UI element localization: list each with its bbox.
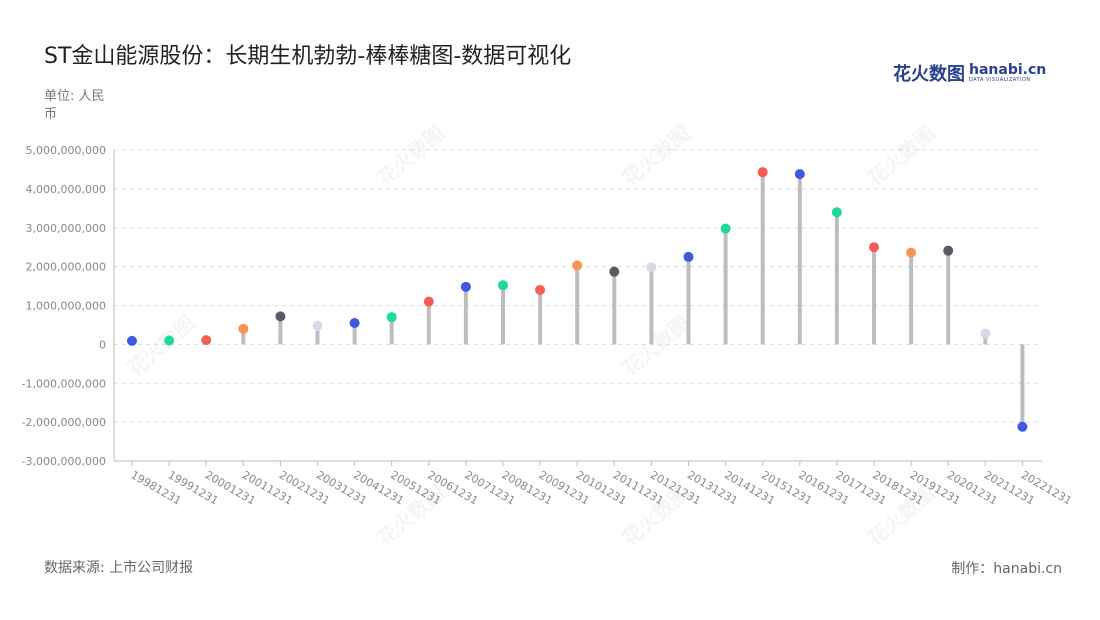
lollipop-point <box>646 262 657 273</box>
logo-en-text: hanabi.cn <box>969 62 1047 78</box>
lollipop-point <box>683 251 694 262</box>
lollipop-point <box>943 245 954 256</box>
logo-en-block: hanabi.cn DATA VISUALIZATION <box>969 63 1046 83</box>
logo-en-subtext: DATA VISUALIZATION <box>969 77 1031 83</box>
y-tick-label: 1,000,000,000 <box>26 300 106 313</box>
lollipop-point <box>720 223 731 234</box>
lollipop-point <box>275 311 286 322</box>
lollipop-point <box>869 242 879 253</box>
brand-logo: 花火数图 hanabi.cn DATA VISUALIZATION <box>893 60 1046 86</box>
credit-text: 制作：hanabi.cn <box>951 561 1062 577</box>
lollipop-point <box>386 312 397 323</box>
lollipop-point <box>906 247 917 258</box>
y-tick-label: 0 <box>99 338 106 351</box>
lollipop-point <box>164 335 175 346</box>
logo-cn-text: 花火数图 <box>893 64 965 85</box>
y-tick-label: 2,000,000,000 <box>26 261 106 274</box>
lollipop-point <box>423 296 434 307</box>
lollipop-point <box>127 335 137 346</box>
chart-title: ST金山能源股份：长期生机勃勃-棒棒糖图-数据可视化 <box>44 44 572 69</box>
lollipop-point <box>535 284 546 295</box>
data-source: 数据来源: 上市公司财报 <box>44 560 194 576</box>
y-tick-label: 3,000,000,000 <box>26 222 106 235</box>
lollipop-point <box>238 323 249 334</box>
lollipop-point <box>349 317 360 328</box>
lollipop-point <box>1017 421 1028 432</box>
lollipop-point <box>831 207 842 218</box>
y-tick-label: 5,000,000,000 <box>26 144 106 157</box>
lollipop-point <box>757 167 768 178</box>
lollipop-point <box>460 281 471 292</box>
lollipop-point <box>609 266 620 277</box>
lollipop-point <box>572 260 583 271</box>
y-tick-label: -2,000,000,000 <box>22 416 106 429</box>
lollipop-point <box>312 320 323 331</box>
lollipop-point <box>980 328 991 339</box>
unit-label: 单位: 人民币 <box>44 89 105 122</box>
y-tick-label: -1,000,000,000 <box>22 377 106 390</box>
lollipop-point <box>794 169 805 180</box>
y-tick-label: 4,000,000,000 <box>26 183 106 196</box>
y-tick-label: -3,000,000,000 <box>22 455 106 468</box>
lollipop-point <box>201 335 212 346</box>
lollipop-point <box>498 280 508 291</box>
